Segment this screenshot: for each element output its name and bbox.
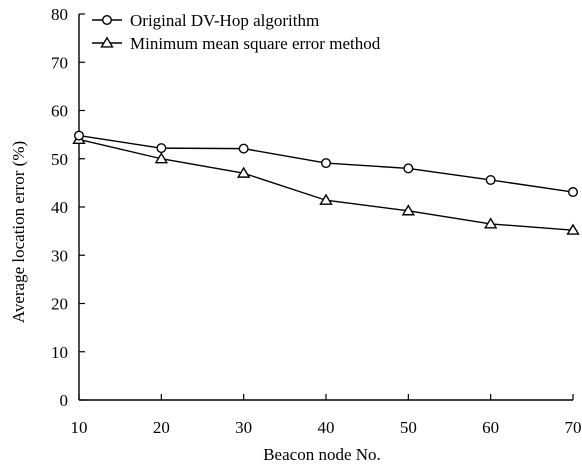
data-point-circle [73,130,84,141]
series-line-triangle [78,138,574,231]
data-point-circle [156,143,167,154]
legend-marker-circle [101,14,112,26]
y-axis-label: Average location error (%) [9,141,28,323]
x-tick-label: 60 [482,418,499,437]
x-tick-label: 40 [318,418,335,437]
y-tick-label: 80 [51,5,68,24]
legend: Original DV-Hop algorithm Minimum mean sq… [92,11,381,53]
data-series [72,130,580,235]
y-tick-label: 0 [60,391,69,410]
axes [78,14,573,401]
series-triangle [72,132,580,235]
data-point-triangle [154,152,169,164]
data-point-circle [238,143,249,154]
x-tick-label: 20 [153,418,170,437]
series-circle [73,130,579,198]
y-tick-label: 30 [51,246,68,265]
legend-marker-triangle [100,36,114,48]
data-point-triangle [483,217,498,229]
data-point-triangle [319,193,333,205]
legend-label: Minimum mean square error method [130,34,381,53]
y-tick-label: 10 [51,343,68,362]
y-tick-label: 70 [51,53,68,72]
data-point-triangle [401,204,416,216]
data-point-circle [568,187,579,198]
x-tick-label: 50 [400,418,417,437]
legend-entry: Original DV-Hop algorithm [92,11,319,30]
data-point-triangle [236,166,251,178]
legend-label: Original DV-Hop algorithm [130,11,319,30]
y-tick-label: 40 [51,198,68,217]
data-point-circle [321,158,332,169]
y-tick-label: 60 [51,102,68,121]
y-tick-label: 20 [51,295,68,314]
x-tick-label: 10 [71,418,88,437]
data-point-circle [485,174,496,185]
data-point-triangle [566,223,580,235]
y-tick-label: 50 [51,150,68,169]
legend-entry: Minimum mean square error method [92,34,381,53]
data-point-circle [403,163,414,174]
x-axis-label: Beacon node No. [263,445,381,464]
x-tick-label: 70 [565,418,582,437]
x-tick-label: 30 [235,418,252,437]
